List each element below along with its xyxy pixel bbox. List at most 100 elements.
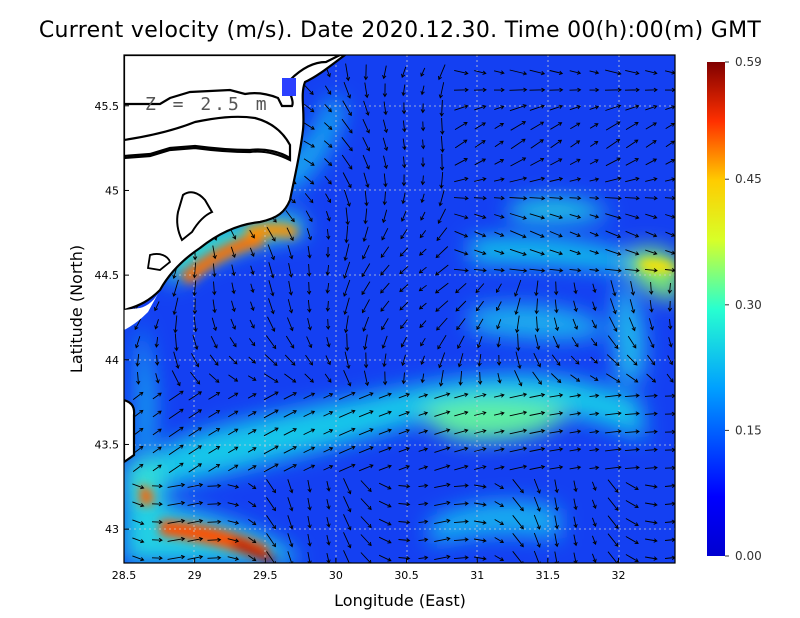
velocity-vector: [306, 281, 312, 295]
velocity-vector: [358, 464, 374, 472]
velocity-vector: [644, 411, 658, 416]
velocity-vector: [474, 556, 487, 561]
velocity-vector: [569, 213, 582, 219]
velocity-vector: [497, 373, 502, 384]
velocity-vector: [247, 375, 257, 381]
velocity-vector: [152, 392, 162, 400]
velocity-vector: [363, 172, 370, 189]
velocity-vector: [435, 246, 449, 259]
velocity-vector: [625, 518, 639, 527]
velocity-vector: [418, 537, 429, 542]
velocity-vector: [474, 231, 487, 238]
velocity-vector: [592, 301, 597, 312]
velocity-vector: [207, 483, 222, 488]
velocity-vector: [509, 268, 528, 273]
velocity-vector: [605, 121, 621, 131]
velocity-vector: [477, 371, 483, 385]
velocity-vector: [570, 374, 581, 382]
velocity-vector: [477, 354, 482, 367]
velocity-vector: [434, 554, 451, 561]
velocity-vector: [529, 196, 546, 201]
velocity-vector: [438, 190, 445, 207]
velocity-vector: [398, 429, 411, 435]
velocity-vector: [529, 446, 546, 452]
velocity-vector: [549, 411, 564, 416]
velocity-vector: [625, 69, 640, 76]
y-axis-ticks: 43 43.5 44 44.5 45 45.5: [95, 100, 129, 536]
velocity-vector: [569, 393, 582, 398]
velocity-vector: [227, 484, 240, 489]
velocity-vector: [155, 373, 160, 384]
velocity-vector: [474, 411, 487, 416]
velocity-vector: [664, 465, 675, 471]
velocity-vector: [341, 118, 353, 134]
velocity-vector: [438, 370, 444, 387]
velocity-vector: [533, 353, 542, 368]
velocity-vector: [591, 481, 597, 492]
velocity-vector: [589, 268, 600, 273]
velocity-vector: [607, 479, 619, 494]
velocity-vector: [167, 554, 186, 560]
velocity-vector: [378, 554, 392, 562]
velocity-vector: [573, 282, 578, 295]
velocity-vector: [398, 556, 411, 561]
velocity-vector: [325, 282, 330, 294]
velocity-vector: [420, 85, 425, 96]
velocity-vector: [307, 480, 312, 493]
velocity-vector: [249, 247, 255, 258]
velocity-vector: [458, 370, 463, 386]
velocity-vector: [208, 410, 221, 418]
velocity-vector: [439, 153, 445, 171]
velocity-vector: [454, 121, 468, 130]
velocity-vector: [418, 519, 429, 524]
velocity-vector: [363, 352, 369, 369]
velocity-vector: [187, 482, 204, 488]
velocity-vector: [453, 87, 469, 93]
velocity-vector: [191, 353, 200, 368]
velocity-vector: [304, 85, 314, 96]
velocity-vector: [307, 318, 312, 331]
velocity-vector: [529, 69, 546, 76]
velocity-vector: [494, 555, 505, 562]
velocity-vector: [363, 100, 370, 116]
velocity-vector: [249, 229, 255, 239]
velocity-vector: [455, 300, 467, 312]
velocity-vector: [510, 157, 527, 167]
velocity-vector: [172, 297, 179, 316]
velocity-vector: [625, 176, 640, 183]
velocity-vector: [303, 392, 316, 400]
velocity-vector: [287, 515, 294, 530]
velocity-vector: [323, 393, 334, 399]
velocity-vector: [187, 536, 204, 542]
velocity-vector: [326, 499, 331, 510]
velocity-vector: [474, 447, 487, 452]
velocity-vector: [363, 208, 368, 225]
velocity-vector: [382, 119, 389, 134]
velocity-vector: [358, 392, 374, 400]
velocity-vector: [624, 196, 640, 201]
velocity-vector: [382, 353, 387, 368]
velocity-vector: [263, 445, 279, 455]
velocity-vector: [361, 263, 371, 278]
velocity-vector: [454, 249, 469, 256]
velocity-vector: [339, 427, 356, 436]
velocity-vector: [342, 100, 352, 117]
velocity-vector: [420, 175, 426, 186]
velocity-vector: [171, 370, 181, 387]
velocity-vector: [398, 502, 411, 507]
velocity-vector: [266, 497, 276, 512]
velocity-vector: [173, 351, 180, 370]
velocity-vector: [418, 465, 429, 470]
velocity-vector: [418, 447, 429, 452]
velocity-vector: [664, 555, 675, 560]
velocity-vector: [132, 519, 145, 526]
velocity-vector: [325, 193, 331, 204]
velocity-vector: [550, 122, 563, 130]
velocity-vector: [248, 519, 257, 526]
velocity-vector: [420, 139, 426, 150]
velocity-vector: [454, 410, 469, 417]
velocity-vector: [207, 519, 222, 524]
velocity-vector: [493, 70, 505, 75]
x-tick-label: 30: [329, 569, 343, 582]
velocity-vector: [495, 283, 502, 294]
